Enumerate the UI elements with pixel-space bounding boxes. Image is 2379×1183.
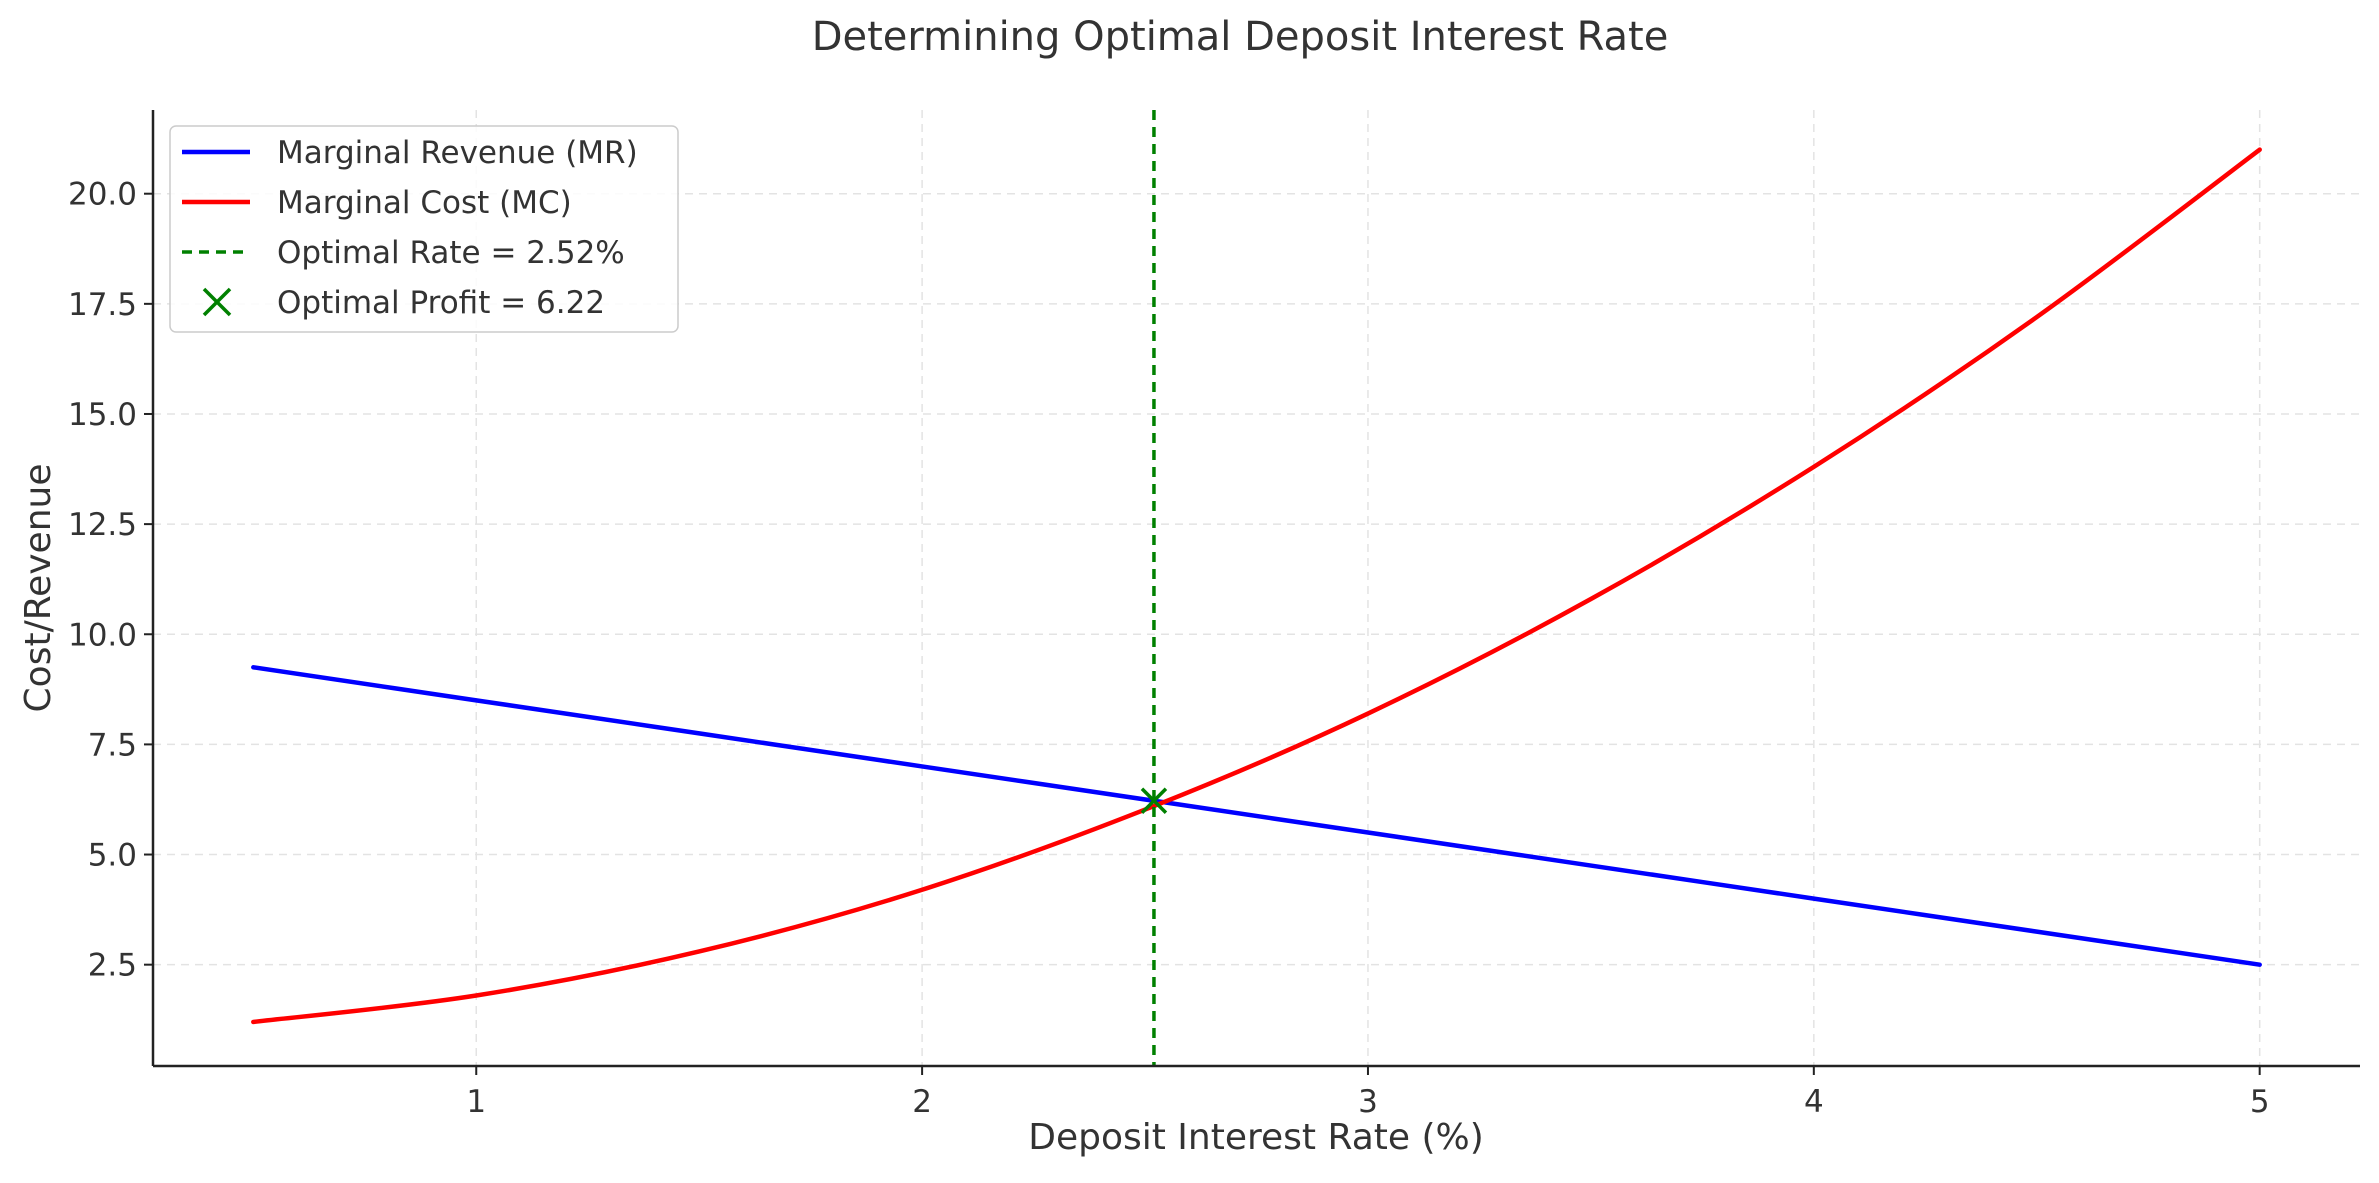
x-tick-label: 1 — [466, 1084, 486, 1120]
legend-item-optimal-profit: Optimal Profit = 6.22 — [202, 285, 605, 321]
y-tick-label: 7.5 — [88, 727, 137, 763]
legend-label: Marginal Revenue (MR) — [277, 135, 638, 171]
y-tick-label: 17.5 — [68, 287, 137, 323]
mr-series-line — [251, 665, 2262, 967]
y-tick-label: 10.0 — [68, 617, 137, 653]
y-axis-label: Cost/Revenue — [18, 464, 59, 713]
x-axis-label: Deposit Interest Rate (%) — [1028, 1117, 1484, 1158]
mc-series-line — [251, 147, 2262, 1025]
axes — [151, 110, 2360, 1068]
y-tick-label: 15.0 — [68, 397, 137, 433]
x-tick-label: 3 — [1358, 1084, 1378, 1120]
y-tick-label: 20.0 — [68, 177, 137, 213]
legend-label: Marginal Cost (MC) — [277, 185, 572, 221]
optimal-profit-marker — [1140, 787, 1168, 815]
legend-item-optimal-rate: Optimal Rate = 2.52% — [182, 235, 625, 271]
y-tick-label: 2.5 — [88, 948, 137, 984]
legend-label: Optimal Rate = 2.52% — [277, 235, 625, 271]
tick-labels: 1 2 3 4 5 2.5 5.0 7.5 10.0 12.5 15.0 17.5 20.0 — [68, 177, 2270, 1120]
y-tick-label: 5.0 — [88, 838, 137, 874]
legend-box — [169, 125, 679, 333]
x-tick-label: 5 — [2250, 1084, 2270, 1120]
chart-title: Determining Optimal Deposit Interest Rat… — [812, 14, 1669, 60]
x-tick-label: 4 — [1804, 1084, 1824, 1120]
legend-swatch — [202, 287, 232, 317]
legend: Marginal Revenue (MR) Marginal Cost (MC) O… — [169, 125, 679, 333]
series-layer — [251, 110, 2262, 1066]
legend-item-mc: Marginal Cost (MC) — [182, 185, 572, 221]
legend-label: Optimal Profit = 6.22 — [277, 285, 605, 321]
x-tick-label: 2 — [912, 1084, 932, 1120]
legend-item-mr: Marginal Revenue (MR) — [182, 135, 638, 171]
y-tick-label: 12.5 — [68, 507, 137, 543]
